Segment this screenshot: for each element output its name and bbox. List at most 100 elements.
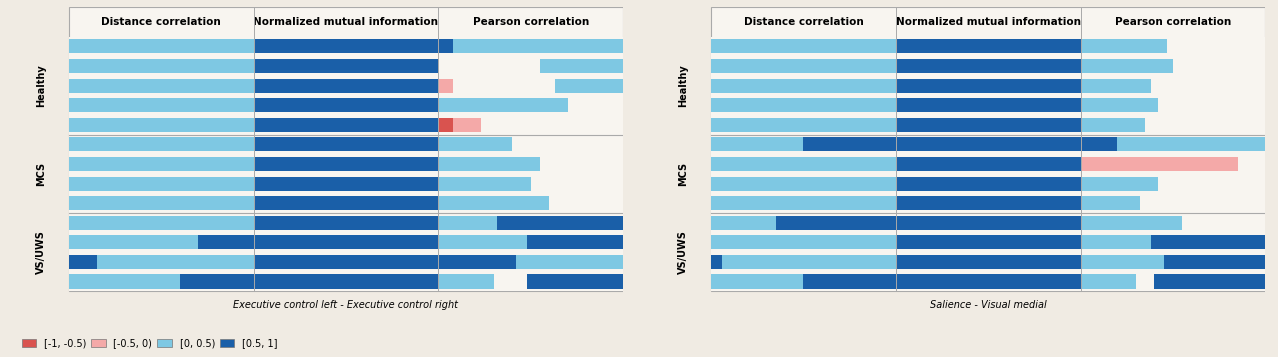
Bar bbox=[1080, 252, 1265, 272]
Bar bbox=[253, 196, 438, 210]
Bar bbox=[1080, 118, 1145, 132]
Bar bbox=[69, 174, 253, 193]
Bar bbox=[711, 232, 896, 252]
Bar bbox=[253, 255, 438, 269]
Bar bbox=[1080, 193, 1265, 213]
Bar bbox=[1154, 275, 1265, 288]
Bar bbox=[253, 232, 438, 252]
Bar bbox=[438, 37, 624, 56]
Bar bbox=[1080, 213, 1265, 232]
Text: MCS: MCS bbox=[679, 162, 688, 186]
Bar bbox=[253, 275, 438, 288]
Bar bbox=[253, 76, 438, 95]
Bar bbox=[438, 98, 567, 112]
Text: Healthy: Healthy bbox=[679, 64, 688, 107]
Bar bbox=[896, 79, 1080, 93]
Bar bbox=[896, 252, 1080, 272]
Bar bbox=[1158, 176, 1265, 191]
Text: Pearson correlation: Pearson correlation bbox=[1114, 17, 1231, 27]
Bar bbox=[1080, 196, 1140, 210]
Bar bbox=[438, 216, 497, 230]
Bar bbox=[527, 235, 624, 250]
Bar bbox=[69, 56, 253, 76]
Bar bbox=[1080, 235, 1150, 250]
Bar bbox=[69, 95, 253, 115]
Bar bbox=[438, 174, 624, 193]
Bar bbox=[438, 137, 512, 151]
Bar bbox=[1080, 135, 1265, 154]
Bar bbox=[896, 76, 1080, 95]
Text: Normalized mutual information: Normalized mutual information bbox=[253, 17, 438, 27]
Bar bbox=[1080, 176, 1158, 191]
Bar bbox=[1136, 275, 1154, 288]
Bar bbox=[711, 174, 896, 193]
Bar bbox=[438, 272, 624, 291]
Bar bbox=[516, 255, 624, 269]
Text: VS/UWS: VS/UWS bbox=[36, 230, 46, 274]
Bar bbox=[438, 196, 550, 210]
Bar bbox=[804, 137, 896, 151]
Bar bbox=[253, 154, 438, 174]
Bar bbox=[69, 193, 253, 213]
Bar bbox=[711, 255, 722, 269]
Bar bbox=[711, 216, 776, 230]
Bar bbox=[198, 235, 253, 250]
Bar bbox=[253, 135, 438, 154]
Bar bbox=[896, 213, 1080, 232]
Bar bbox=[253, 118, 438, 132]
Bar bbox=[896, 59, 1080, 73]
Bar bbox=[530, 176, 624, 191]
Bar bbox=[253, 39, 438, 54]
Bar bbox=[69, 275, 180, 288]
Bar bbox=[711, 56, 896, 76]
Bar bbox=[69, 98, 253, 112]
Bar bbox=[711, 37, 896, 56]
Bar bbox=[253, 37, 438, 56]
Bar bbox=[438, 56, 624, 76]
Bar bbox=[711, 76, 896, 95]
Bar bbox=[539, 157, 624, 171]
Text: Pearson correlation: Pearson correlation bbox=[473, 17, 589, 27]
Bar bbox=[253, 213, 438, 232]
Bar bbox=[896, 272, 1080, 291]
Bar bbox=[527, 275, 624, 288]
Bar bbox=[1080, 157, 1237, 171]
Bar bbox=[1080, 95, 1265, 115]
Bar bbox=[69, 176, 253, 191]
Bar bbox=[896, 235, 1080, 250]
Bar bbox=[1145, 118, 1265, 132]
Text: Executive control left - Executive control right: Executive control left - Executive contr… bbox=[234, 300, 459, 310]
Bar bbox=[896, 196, 1080, 210]
Bar bbox=[454, 118, 481, 132]
Bar bbox=[567, 98, 624, 112]
Bar bbox=[253, 235, 438, 250]
Bar bbox=[253, 176, 438, 191]
Bar bbox=[896, 37, 1080, 56]
Bar bbox=[253, 98, 438, 112]
Text: Distance correlation: Distance correlation bbox=[101, 17, 221, 27]
Bar bbox=[539, 59, 624, 73]
Bar bbox=[711, 213, 896, 232]
Bar bbox=[711, 115, 896, 135]
Bar bbox=[1080, 272, 1265, 291]
Bar bbox=[896, 176, 1080, 191]
Text: Normalized mutual information: Normalized mutual information bbox=[896, 17, 1081, 27]
Bar bbox=[1080, 216, 1182, 230]
Bar bbox=[438, 157, 539, 171]
Bar bbox=[711, 135, 896, 154]
Bar bbox=[711, 95, 896, 115]
Bar bbox=[253, 95, 438, 115]
Bar bbox=[438, 76, 624, 95]
Bar bbox=[97, 255, 253, 269]
Bar bbox=[896, 39, 1080, 54]
Bar bbox=[253, 272, 438, 291]
Bar bbox=[69, 115, 253, 135]
Bar bbox=[711, 98, 896, 112]
Text: Healthy: Healthy bbox=[36, 64, 46, 107]
Bar bbox=[438, 154, 624, 174]
Bar bbox=[180, 275, 253, 288]
Bar bbox=[896, 193, 1080, 213]
Bar bbox=[454, 39, 624, 54]
Bar bbox=[776, 216, 896, 230]
Bar bbox=[896, 56, 1080, 76]
